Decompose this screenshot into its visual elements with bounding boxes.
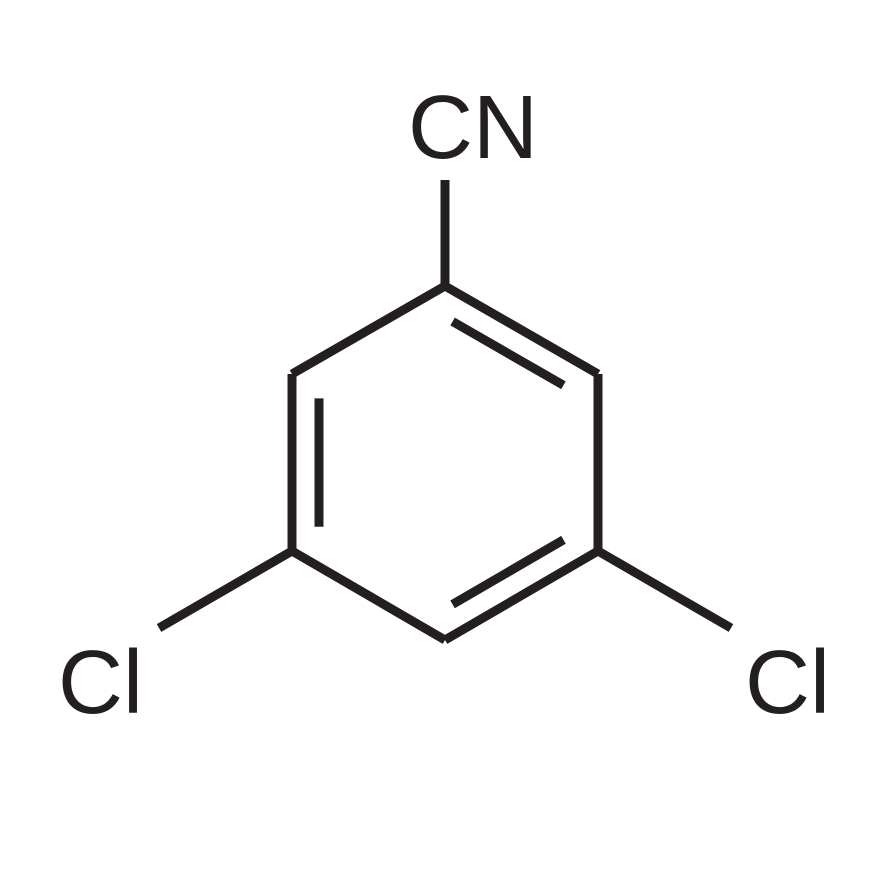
- chemical-structure-diagram: CN Cl Cl: [0, 0, 890, 890]
- atom-label: Cl: [745, 633, 830, 733]
- atom-label: Cl: [58, 633, 143, 733]
- atom-label: CN: [408, 78, 538, 178]
